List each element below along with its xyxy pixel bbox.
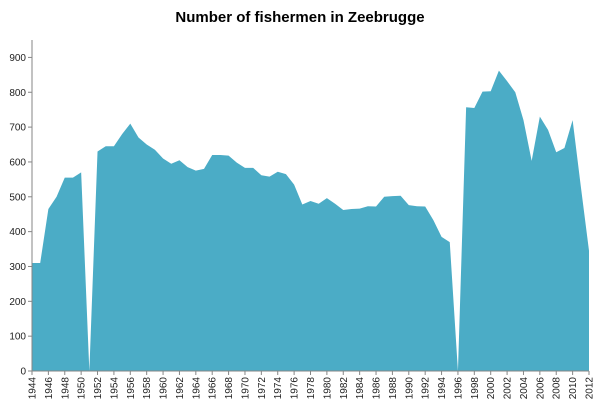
x-tick-label: 2012 <box>585 377 596 400</box>
area-layer <box>32 70 589 371</box>
y-tick-label: 400 <box>9 227 26 238</box>
x-tick-label: 1968 <box>224 377 235 400</box>
x-tick-label: 1972 <box>257 377 268 400</box>
y-tick-label: 700 <box>9 123 26 134</box>
x-tick-label: 1956 <box>126 377 137 400</box>
x-tick-label: 1998 <box>470 377 481 400</box>
x-tick-label: 2002 <box>503 377 514 400</box>
x-tick-label: 1990 <box>404 377 415 400</box>
y-tick-label: 200 <box>9 297 26 308</box>
x-tick-label: 1960 <box>159 377 170 400</box>
x-tick-label: 1954 <box>109 377 120 400</box>
x-tick-label: 1976 <box>290 377 301 400</box>
x-tick-label: 1994 <box>437 377 448 400</box>
x-tick-label: 2000 <box>486 377 497 400</box>
x-tick-label: 1986 <box>372 377 383 400</box>
x-tick-label: 1970 <box>240 377 251 400</box>
y-tick-label: 500 <box>9 192 26 203</box>
x-tick-label: 1946 <box>44 377 55 400</box>
x-tick-label: 1948 <box>60 377 71 400</box>
x-tick-label: 1992 <box>421 377 432 400</box>
x-tick-label: 1984 <box>355 377 366 400</box>
x-tick-label: 2008 <box>552 377 563 400</box>
y-tick-label: 800 <box>9 88 26 99</box>
x-tick-label: 1996 <box>453 377 464 400</box>
x-tick-label: 1978 <box>306 377 317 400</box>
series-area <box>32 70 589 371</box>
y-tick-label: 900 <box>9 53 26 64</box>
x-tick-label: 2010 <box>568 377 579 400</box>
x-tick-label: 1950 <box>77 377 88 400</box>
x-tick-label: 1944 <box>28 377 39 400</box>
x-tick-label: 1952 <box>93 377 104 400</box>
y-axis-ticks: 0 100 200 300 400 500 600 700 800 900 <box>9 53 32 378</box>
x-tick-label: 1962 <box>175 377 186 400</box>
y-tick-label: 0 <box>20 367 26 378</box>
y-tick-label: 100 <box>9 332 26 343</box>
x-axis-ticks: 1944 1946 1948 1950 1952 1954 1956 1958 1960 1962… <box>28 371 596 399</box>
x-tick-label: 1982 <box>339 377 350 400</box>
x-tick-label: 1988 <box>388 377 399 400</box>
x-tick-label: 1966 <box>208 377 219 400</box>
y-tick-label: 600 <box>9 157 26 168</box>
x-tick-label: 2004 <box>519 377 530 400</box>
x-tick-label: 1958 <box>142 377 153 400</box>
chart-title: Number of fishermen in Zeebrugge <box>175 9 425 26</box>
x-tick-label: 1964 <box>191 377 202 400</box>
x-tick-label: 1974 <box>273 377 284 400</box>
y-tick-label: 300 <box>9 262 26 273</box>
x-tick-label: 1980 <box>322 377 333 400</box>
x-tick-label: 2006 <box>535 377 546 400</box>
